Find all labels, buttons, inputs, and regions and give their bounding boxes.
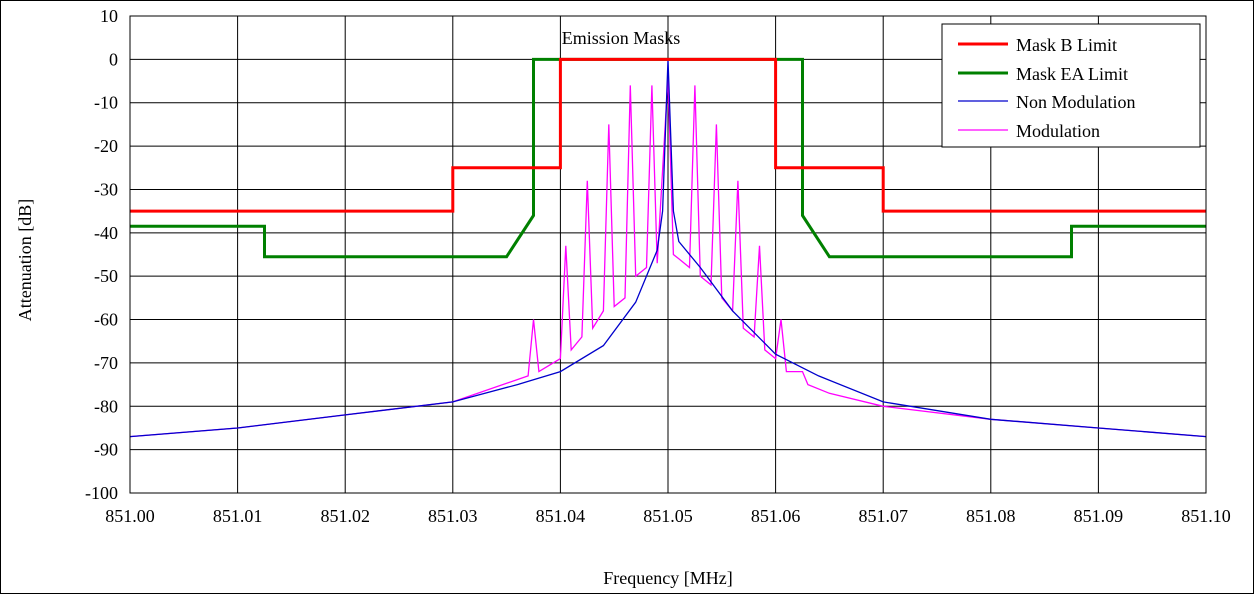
x-axis-label: Frequency [MHz]	[603, 568, 732, 588]
chart-title: Emission Masks	[562, 28, 681, 48]
y-tick-label: -90	[94, 440, 118, 460]
y-tick-label: -30	[94, 179, 118, 199]
legend: Mask B Limit Mask EA Limit Non Modulation M…	[941, 23, 1201, 148]
plot-border	[129, 15, 1207, 494]
x-tick-label: 851.09	[1074, 506, 1124, 526]
y-tick-label: -40	[94, 223, 118, 243]
y-tick-label: -100	[85, 483, 118, 503]
y-tick-label: -70	[94, 353, 118, 373]
y-tick-label: 10	[100, 6, 118, 26]
y-tick-label: -60	[94, 310, 118, 330]
mask-b-limit-line	[130, 57, 1206, 213]
x-tick-label: 851.00	[105, 506, 155, 526]
y-tick-label: -50	[94, 266, 118, 286]
legend-label: Mask EA Limit	[1016, 64, 1128, 84]
x-tick-label: 851.02	[320, 506, 370, 526]
modulation-line	[129, 76, 1207, 438]
x-tick-label: 851.04	[536, 506, 586, 526]
legend-label: Mask B Limit	[1016, 35, 1117, 55]
y-axis-label: Attenuation [dB]	[15, 199, 35, 321]
legend-label: Non Modulation	[1016, 92, 1136, 112]
x-tick-label: 851.08	[966, 506, 1016, 526]
y-tick-label: -20	[94, 136, 118, 156]
x-tick-label: 851.03	[428, 506, 478, 526]
y-tick-labels: 10 0 -10 -20 -30 -40 -50 -60 -70 -80 -90 -100	[85, 6, 118, 503]
x-tick-label: 851.07	[858, 506, 908, 526]
legend-box	[941, 23, 1201, 148]
series-layer	[129, 57, 1207, 438]
x-tick-labels: 851.00 851.01 851.02 851.03 851.04 851.05 851.…	[105, 506, 1231, 526]
x-tick-label: 851.06	[751, 506, 801, 526]
legend-label: Modulation	[1016, 121, 1100, 141]
y-tick-label: 0	[109, 49, 118, 69]
x-tick-label: 851.05	[643, 506, 693, 526]
y-tick-label: -80	[94, 396, 118, 416]
x-tick-label: 851.10	[1181, 506, 1231, 526]
y-tick-label: -10	[94, 93, 118, 113]
x-tick-label: 851.01	[213, 506, 263, 526]
